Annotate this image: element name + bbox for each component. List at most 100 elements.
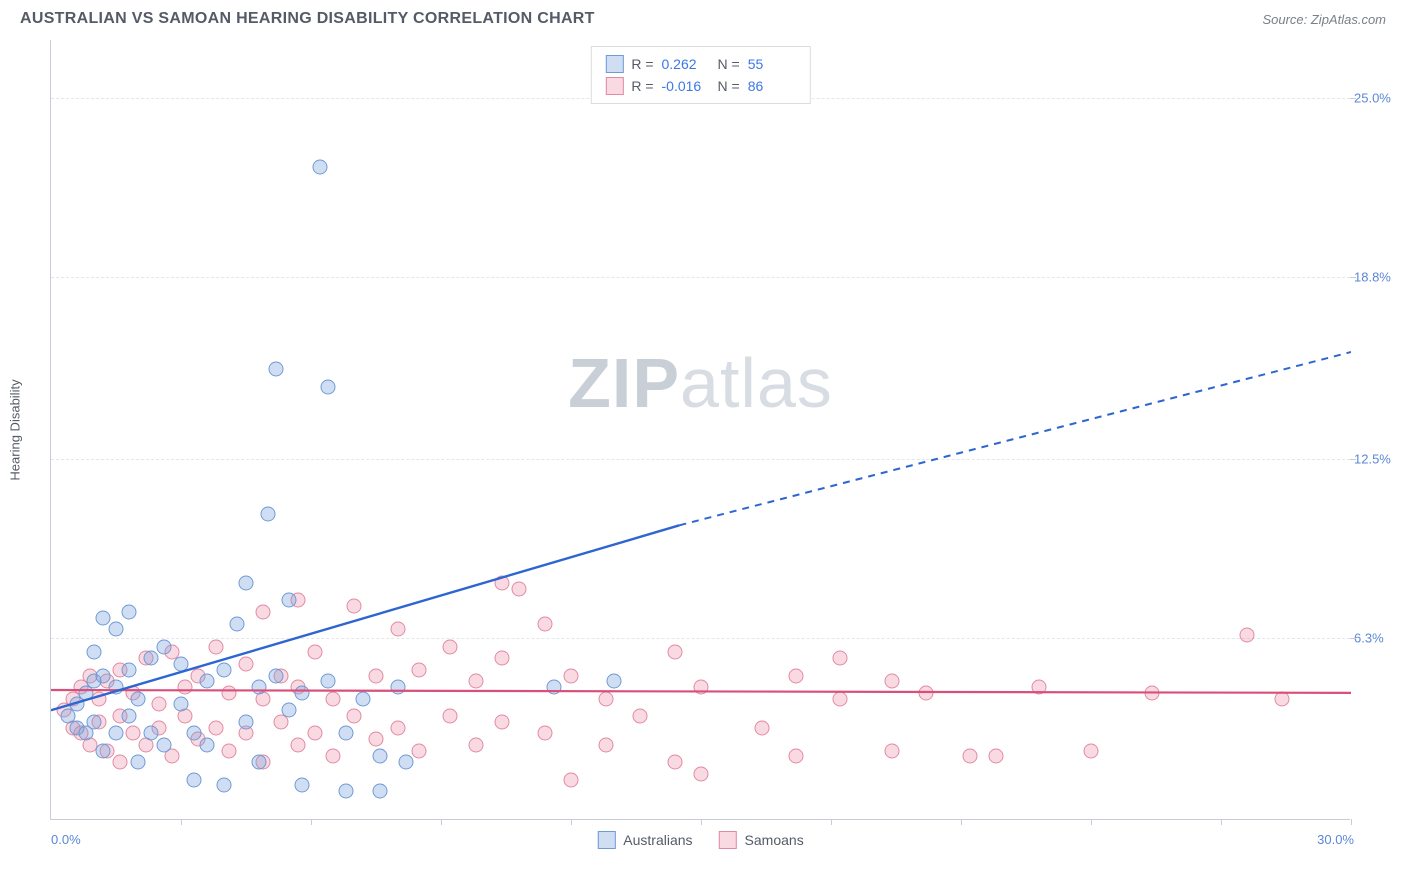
- point-samoan: [221, 685, 236, 700]
- n-australians: 55: [748, 56, 796, 72]
- point-samoan: [325, 749, 340, 764]
- legend-item-australians: Australians: [597, 831, 692, 849]
- point-samoan: [538, 726, 553, 741]
- point-samoan: [347, 709, 362, 724]
- trend-lines: [51, 40, 1351, 820]
- point-australian: [143, 651, 158, 666]
- point-samoan: [1032, 680, 1047, 695]
- point-samoan: [633, 709, 648, 724]
- series-legend: Australians Samoans: [597, 831, 803, 849]
- point-australian: [187, 726, 202, 741]
- point-australian: [130, 755, 145, 770]
- point-australian: [122, 662, 137, 677]
- point-australian: [239, 576, 254, 591]
- point-australian: [399, 755, 414, 770]
- x-tick: [441, 819, 442, 825]
- point-australian: [200, 674, 215, 689]
- x-tick: [1221, 819, 1222, 825]
- y-tick-label: 6.3%: [1354, 631, 1400, 646]
- point-australian: [356, 691, 371, 706]
- point-samoan: [789, 668, 804, 683]
- point-samoan: [347, 599, 362, 614]
- legend-row-samoans: R = -0.016 N = 86: [605, 75, 795, 97]
- point-samoan: [308, 726, 323, 741]
- point-samoan: [694, 680, 709, 695]
- point-samoan: [152, 697, 167, 712]
- point-samoan: [442, 709, 457, 724]
- point-samoan: [256, 605, 271, 620]
- swatch-australians-icon: [597, 831, 615, 849]
- point-samoan: [884, 674, 899, 689]
- point-samoan: [325, 691, 340, 706]
- point-australian: [295, 685, 310, 700]
- chart-area: ZIPatlas R = 0.262 N = 55 R = -0.016 N =…: [50, 40, 1350, 820]
- point-australian: [217, 662, 232, 677]
- point-australian: [96, 668, 111, 683]
- point-australian: [373, 784, 388, 799]
- point-australian: [390, 680, 405, 695]
- x-tick: [311, 819, 312, 825]
- point-australian: [295, 778, 310, 793]
- point-samoan: [390, 720, 405, 735]
- watermark: ZIPatlas: [568, 343, 833, 423]
- point-australian: [174, 697, 189, 712]
- point-samoan: [390, 622, 405, 637]
- point-australian: [312, 160, 327, 175]
- plot-region: ZIPatlas R = 0.262 N = 55 R = -0.016 N =…: [50, 40, 1350, 820]
- point-samoan: [494, 576, 509, 591]
- correlation-legend: R = 0.262 N = 55 R = -0.016 N = 86: [590, 46, 810, 104]
- x-tick: [831, 819, 832, 825]
- point-australian: [143, 726, 158, 741]
- y-tick-label: 12.5%: [1354, 451, 1400, 466]
- point-samoan: [412, 743, 427, 758]
- point-australian: [239, 714, 254, 729]
- point-samoan: [832, 691, 847, 706]
- point-australian: [187, 772, 202, 787]
- point-samoan: [494, 651, 509, 666]
- point-samoan: [412, 662, 427, 677]
- point-samoan: [789, 749, 804, 764]
- point-samoan: [754, 720, 769, 735]
- point-australian: [269, 668, 284, 683]
- x-tick: [181, 819, 182, 825]
- chart-title: AUSTRALIAN VS SAMOAN HEARING DISABILITY …: [20, 10, 595, 28]
- point-samoan: [208, 720, 223, 735]
- point-australian: [607, 674, 622, 689]
- r-samoans: -0.016: [662, 78, 710, 94]
- point-samoan: [494, 714, 509, 729]
- point-australian: [87, 714, 102, 729]
- point-samoan: [178, 680, 193, 695]
- gridline: [51, 638, 1350, 639]
- point-australian: [217, 778, 232, 793]
- point-australian: [109, 622, 124, 637]
- point-australian: [373, 749, 388, 764]
- point-australian: [252, 755, 267, 770]
- x-tick: [1351, 819, 1352, 825]
- point-samoan: [1274, 691, 1289, 706]
- point-samoan: [668, 755, 683, 770]
- x-tick: [701, 819, 702, 825]
- point-samoan: [668, 645, 683, 660]
- point-samoan: [538, 616, 553, 631]
- point-australian: [338, 784, 353, 799]
- x-tick: [571, 819, 572, 825]
- gridline: [51, 459, 1350, 460]
- point-australian: [282, 593, 297, 608]
- point-australian: [122, 605, 137, 620]
- point-samoan: [884, 743, 899, 758]
- point-australian: [130, 691, 145, 706]
- y-tick-label: 18.8%: [1354, 269, 1400, 284]
- point-samoan: [113, 755, 128, 770]
- point-australian: [338, 726, 353, 741]
- swatch-australians: [605, 55, 623, 73]
- point-australian: [174, 657, 189, 672]
- swatch-samoans-icon: [719, 831, 737, 849]
- point-australian: [321, 379, 336, 394]
- point-samoan: [988, 749, 1003, 764]
- point-samoan: [239, 657, 254, 672]
- swatch-samoans: [605, 77, 623, 95]
- point-samoan: [598, 691, 613, 706]
- x-tick: [961, 819, 962, 825]
- point-australian: [260, 506, 275, 521]
- point-australian: [96, 610, 111, 625]
